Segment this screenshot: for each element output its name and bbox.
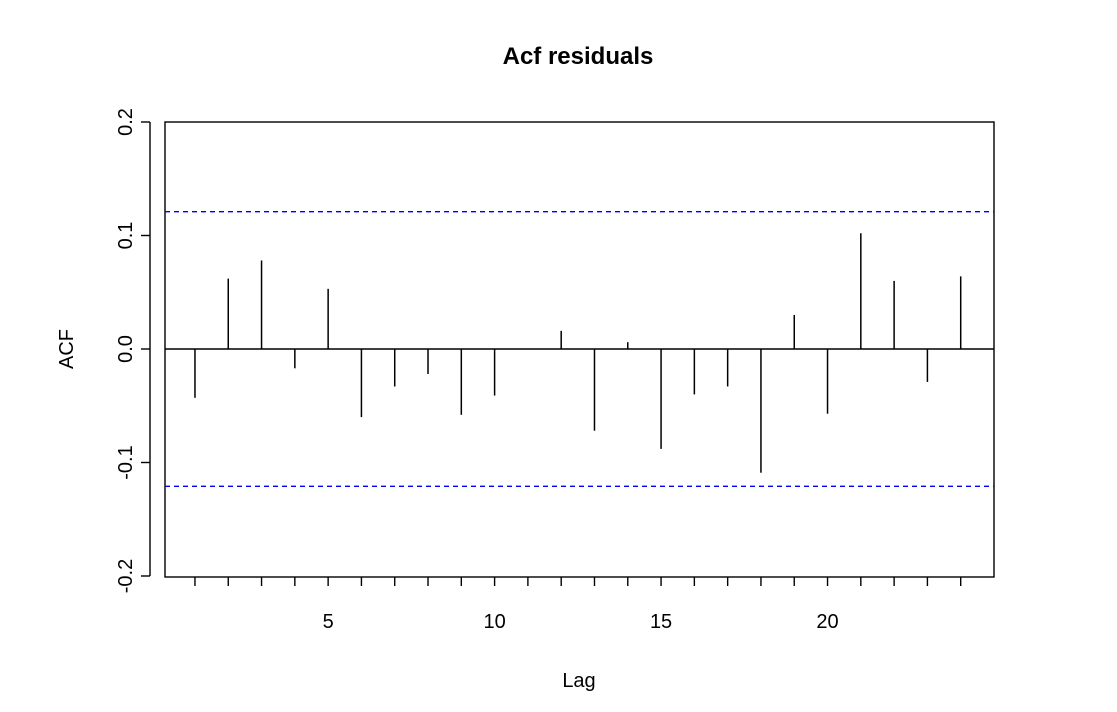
acf-spikes (194, 233, 962, 473)
confidence-bounds (165, 210, 994, 488)
y-axis: -0.2 -0.1 0.0 0.1 0.2 (115, 108, 151, 593)
y-tick-label-1: -0.1 (115, 445, 137, 479)
x-tick-label-0: 5 (323, 611, 334, 633)
x-tick-label-1: 10 (483, 611, 505, 633)
y-axis-label: ACF (56, 329, 78, 369)
y-tick-label-3: 0.1 (115, 222, 137, 250)
x-axis-label: Lag (562, 670, 595, 692)
y-tick-label-0: -0.2 (115, 559, 137, 593)
x-tick-label-3: 20 (816, 611, 838, 633)
chart-title: Acf residuals (503, 43, 654, 70)
x-axis: 5 10 15 20 (194, 577, 962, 633)
y-tick-label-4: 0.2 (115, 108, 137, 136)
y-tick-label-2: 0.0 (115, 335, 137, 363)
x-tick-label-2: 15 (650, 611, 672, 633)
